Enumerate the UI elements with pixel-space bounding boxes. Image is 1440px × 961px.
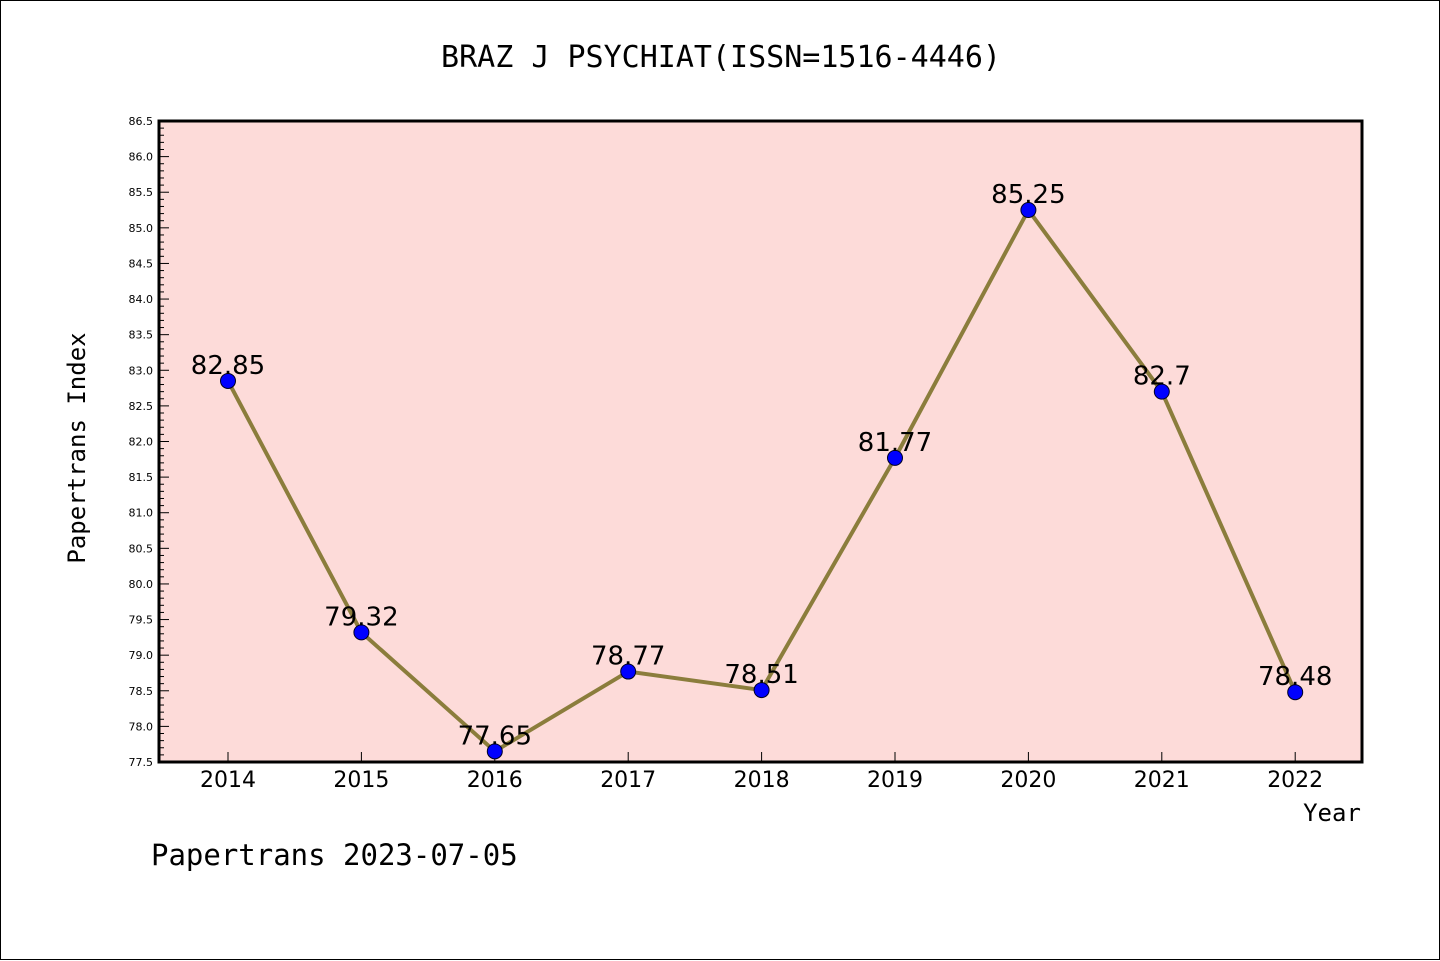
x-tick-label: 2014: [200, 768, 256, 793]
y-tick-label: 81.5: [129, 471, 154, 484]
y-tick-label: 80.0: [129, 578, 154, 591]
y-axis-title: Papertrans Index: [63, 332, 91, 563]
data-point-label: 85.25: [991, 180, 1065, 210]
data-point-label: 82.7: [1133, 362, 1191, 392]
data-labels: 82.85 79.32 77.65 78.77 78.51 81.77 85.25 82.7 7…: [191, 180, 1333, 751]
y-tick-label: 86.0: [129, 151, 154, 164]
data-point-label: 79.32: [324, 602, 398, 632]
footer-date: Papertrans 2023-07-05: [151, 838, 518, 872]
y-tick-label: 83.5: [129, 329, 154, 342]
data-point-marker: [1020, 202, 1037, 219]
x-tick-label: 2015: [333, 768, 389, 793]
data-point-marker: [1153, 383, 1170, 400]
series-line-group: [220, 202, 1304, 760]
data-point-marker: [620, 663, 637, 680]
y-tick-label: 78.0: [129, 720, 154, 733]
data-point-label: 78.51: [724, 660, 798, 690]
data-point-marker: [753, 682, 770, 699]
x-tick-label: 2018: [734, 768, 790, 793]
y-tick-label: 77.5: [129, 756, 154, 769]
x-tick-label: 2020: [1000, 768, 1056, 793]
data-point-label: 78.48: [1258, 662, 1332, 692]
data-point-label: 81.77: [858, 428, 932, 458]
y-tick-label: 85.5: [129, 186, 154, 199]
chart-title: BRAZ J PSYCHIAT(ISSN=1516-4446): [441, 40, 1001, 75]
y-tick-label: 78.5: [129, 685, 154, 698]
y-tick-label: 80.5: [129, 542, 154, 555]
y-tick-label: 82.0: [129, 436, 154, 449]
y-tick-label: 79.0: [129, 649, 154, 662]
y-tick-label: 82.5: [129, 400, 154, 413]
data-point-label: 77.65: [458, 721, 532, 751]
y-tick-label: 86.5: [129, 115, 154, 128]
data-point-marker: [1287, 684, 1304, 701]
x-axis: 2014 2015 2016 2017 2018 2019 2020 2021 2022: [200, 752, 1323, 793]
x-tick-label: 2016: [467, 768, 523, 793]
data-point-marker: [220, 372, 236, 389]
data-point-marker: [486, 743, 503, 760]
y-axis: 77.5 78.0 78.5 79.0 79.5 80.0 80.5 81.0 81.5 82.0…: [129, 115, 169, 769]
y-tick-label: 85.0: [129, 222, 154, 235]
data-point-label: 82.85: [191, 351, 265, 381]
y-tick-label: 83.0: [129, 364, 154, 377]
x-axis-title: Year: [1303, 799, 1361, 827]
y-tick-label: 84.0: [129, 293, 154, 306]
plot-area: [157, 119, 1364, 764]
x-tick-label: 2022: [1267, 768, 1323, 793]
x-tick-label: 2019: [867, 768, 923, 793]
data-point-label: 78.77: [591, 642, 665, 672]
data-point-marker: [887, 449, 903, 466]
y-tick-label: 84.5: [129, 257, 154, 270]
y-tick-label: 81.0: [129, 507, 154, 520]
x-tick-label: 2017: [600, 768, 656, 793]
data-point-marker: [353, 624, 370, 641]
x-tick-label: 2021: [1134, 768, 1190, 793]
y-tick-label: 79.5: [129, 614, 154, 627]
